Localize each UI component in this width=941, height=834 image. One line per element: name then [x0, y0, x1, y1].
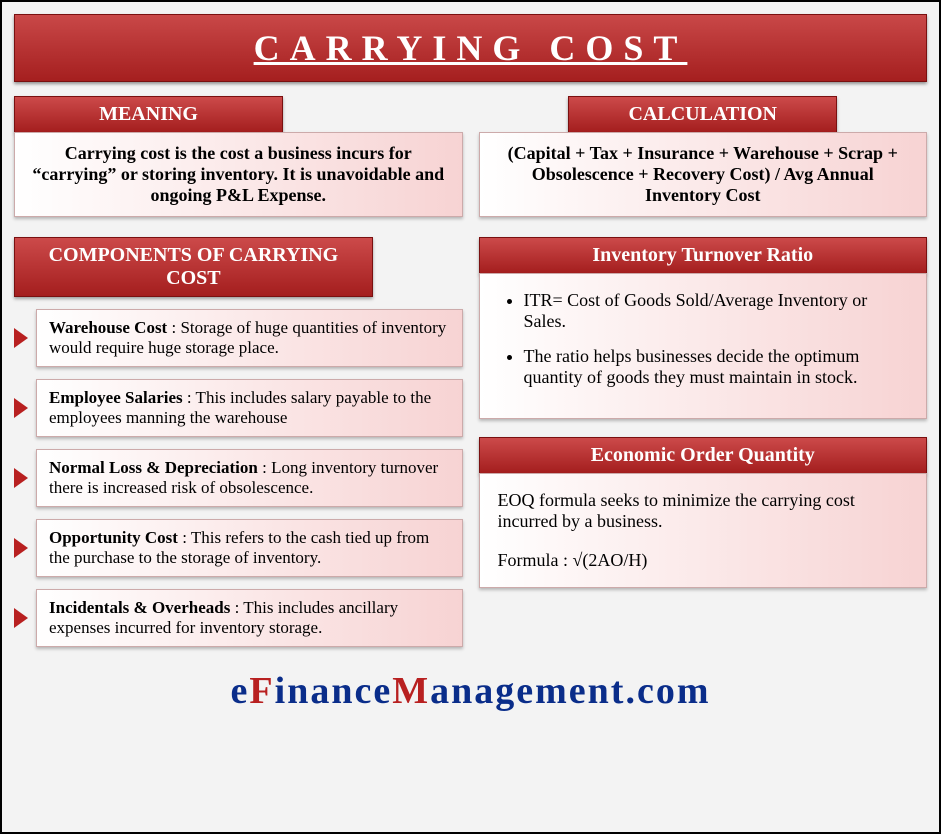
logo-char: e [516, 670, 535, 712]
itr-header: Inventory Turnover Ratio [479, 237, 928, 274]
logo-char: n [588, 670, 611, 712]
logo-char: t [611, 670, 626, 712]
component-label: Incidentals & Overheads [49, 598, 230, 617]
component-box: Opportunity Cost : This refers to the ca… [36, 519, 463, 577]
component-box: Employee Salaries : This includes salary… [36, 379, 463, 437]
logo-char: n [287, 670, 310, 712]
page-title: CARRYING COST [254, 28, 688, 68]
infographic-canvas: CARRYING COST MEANING Carrying cost is t… [0, 0, 941, 834]
logo-char: a [430, 670, 451, 712]
logo-char: M [392, 670, 430, 712]
arrow-icon [14, 328, 28, 348]
component-label: Normal Loss & Depreciation [49, 458, 258, 477]
eoq-line-1: EOQ formula seeks to minimize the carryi… [498, 490, 909, 532]
component-item: Opportunity Cost : This refers to the ca… [14, 519, 463, 577]
logo-char: e [373, 670, 392, 712]
calculation-text: (Capital + Tax + Insurance + Warehouse +… [479, 132, 928, 217]
component-item: Employee Salaries : This includes salary… [14, 379, 463, 437]
itr-bullet-2: The ratio helps businesses decide the op… [524, 346, 909, 388]
footer-logo: eFinanceManagement.com [14, 659, 927, 713]
component-box: Incidentals & Overheads : This includes … [36, 589, 463, 647]
component-item: Normal Loss & Depreciation : Long invent… [14, 449, 463, 507]
logo-char: c [354, 670, 373, 712]
calculation-section: CALCULATION (Capital + Tax + Insurance +… [479, 96, 928, 217]
component-label: Warehouse Cost [49, 318, 167, 337]
itr-bullets: ITR= Cost of Goods Sold/Average Inventor… [498, 290, 909, 388]
logo-char: a [310, 670, 331, 712]
component-item: Warehouse Cost : Storage of huge quantit… [14, 309, 463, 367]
component-box: Warehouse Cost : Storage of huge quantit… [36, 309, 463, 367]
logo-char: n [451, 670, 474, 712]
eoq-section: Economic Order Quantity EOQ formula seek… [479, 437, 928, 588]
logo-char: m [535, 670, 569, 712]
arrow-icon [14, 398, 28, 418]
eoq-line-2: Formula : √(2AO/H) [498, 550, 909, 571]
component-label: Opportunity Cost [49, 528, 178, 547]
logo-char: n [331, 670, 354, 712]
logo-char: o [656, 670, 677, 712]
title-bar: CARRYING COST [14, 14, 927, 82]
component-item: Incidentals & Overheads : This includes … [14, 589, 463, 647]
meaning-header: MEANING [14, 96, 283, 133]
logo-char: m [677, 670, 711, 712]
logo-char: g [495, 670, 516, 712]
arrow-icon [14, 608, 28, 628]
logo-char: e [231, 670, 250, 712]
eoq-header: Economic Order Quantity [479, 437, 928, 474]
logo-char: c [637, 670, 656, 712]
component-box: Normal Loss & Depreciation : Long invent… [36, 449, 463, 507]
arrow-icon [14, 538, 28, 558]
component-label: Employee Salaries [49, 388, 183, 407]
itr-bullet-1: ITR= Cost of Goods Sold/Average Inventor… [524, 290, 909, 332]
meaning-text: Carrying cost is the cost a business inc… [14, 132, 463, 217]
logo-char: F [249, 670, 274, 712]
logo-char: i [275, 670, 288, 712]
components-list: Warehouse Cost : Storage of huge quantit… [14, 309, 463, 659]
logo-char: a [474, 670, 495, 712]
calculation-header: CALCULATION [568, 96, 837, 133]
meaning-section: MEANING Carrying cost is the cost a busi… [14, 96, 463, 217]
itr-section: Inventory Turnover Ratio ITR= Cost of Go… [479, 237, 928, 419]
components-section: COMPONENTS OF CARRYING COST Warehouse Co… [14, 237, 463, 659]
logo-char: e [569, 670, 588, 712]
arrow-icon [14, 468, 28, 488]
logo-char: . [625, 670, 637, 712]
components-header: COMPONENTS OF CARRYING COST [14, 237, 373, 297]
